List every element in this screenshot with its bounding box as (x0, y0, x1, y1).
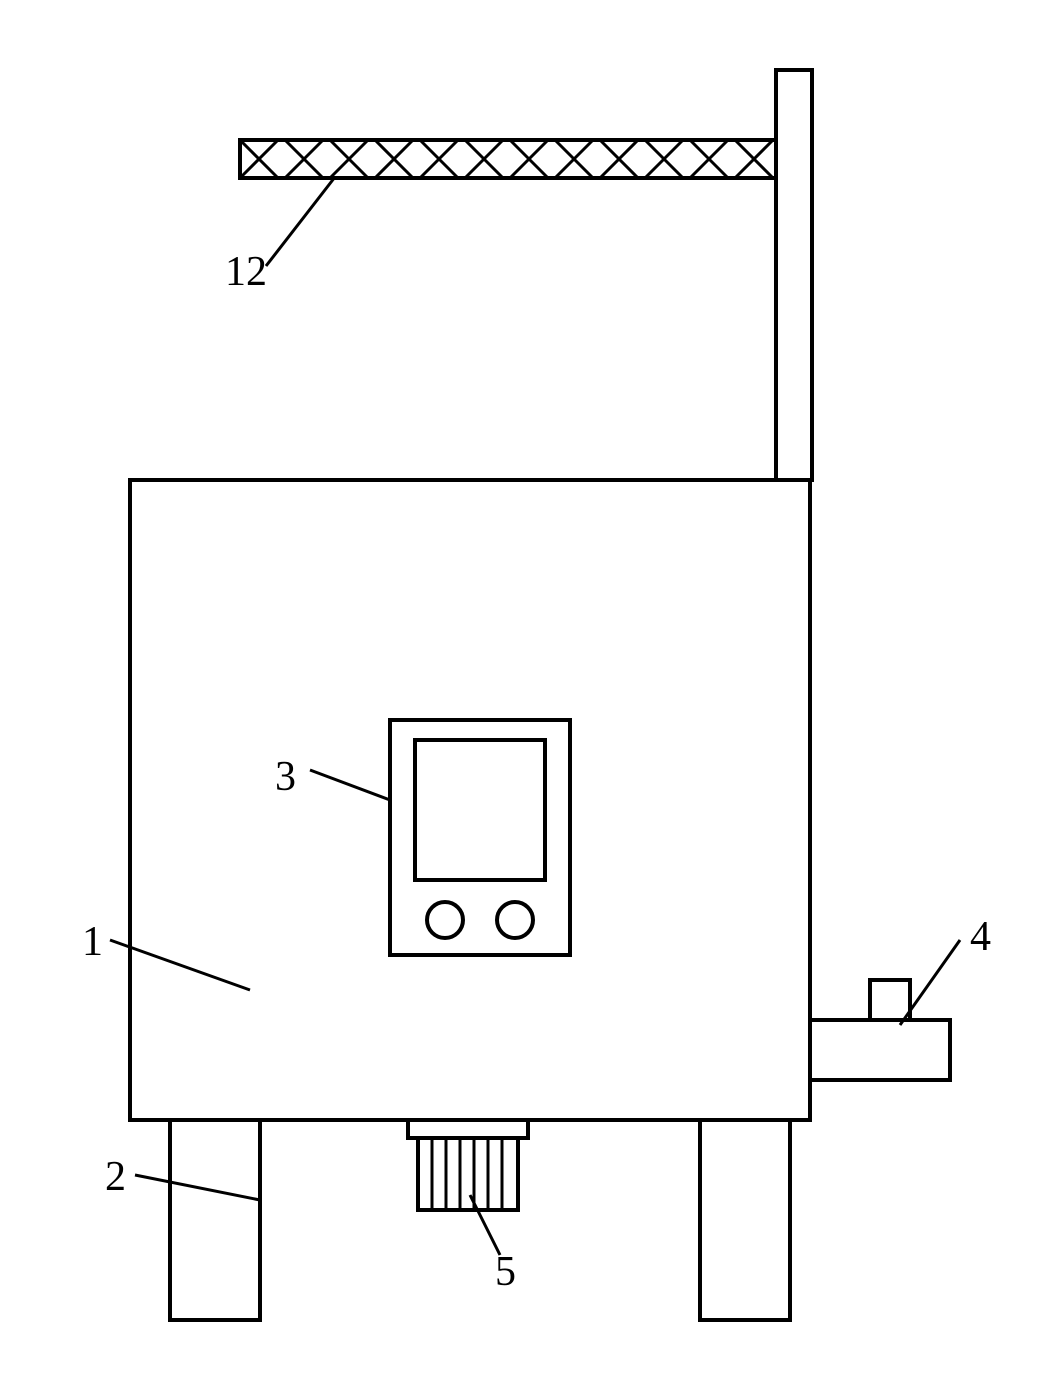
vertical-post (776, 70, 812, 480)
label-2: 2 (105, 1154, 126, 1200)
label-3: 3 (275, 754, 296, 800)
bottom-component-outer (408, 1120, 528, 1138)
leg-right (700, 1120, 790, 1320)
label-4: 4 (970, 914, 991, 960)
leader-2 (135, 1175, 260, 1200)
leader-lines (110, 177, 960, 1255)
label-12: 12 (225, 249, 267, 295)
bottom-vertical-lines (432, 1138, 502, 1210)
diagram-svg: 12 3 1 4 2 5 (0, 0, 1038, 1380)
main-body (130, 480, 810, 1120)
leader-3 (310, 770, 390, 800)
leader-5 (470, 1195, 500, 1255)
panel-button-left (427, 902, 463, 938)
panel-button-right (497, 902, 533, 938)
label-1: 1 (82, 919, 103, 965)
crosshatch (240, 140, 773, 178)
label-5: 5 (495, 1249, 516, 1295)
leader-12 (266, 177, 335, 266)
panel-screen (415, 740, 545, 880)
side-outlet-top (870, 980, 910, 1020)
leg-left (170, 1120, 260, 1320)
side-outlet-base (810, 1020, 950, 1080)
